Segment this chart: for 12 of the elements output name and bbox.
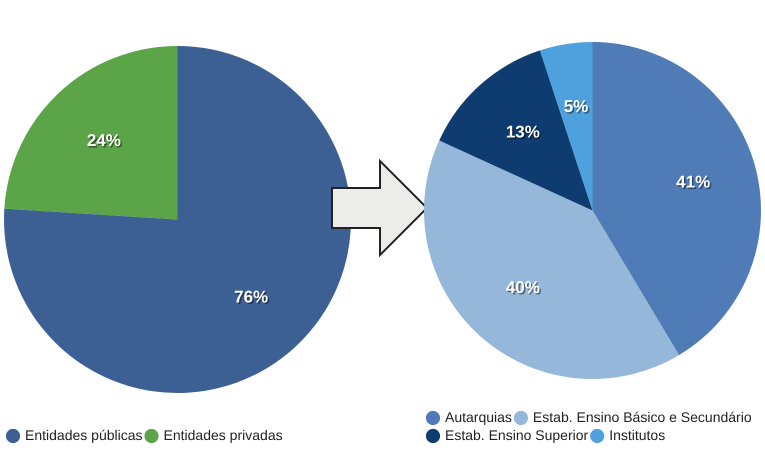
legend-label: Estab. Ensino Superior [445, 426, 589, 443]
legend-label: Entidades privadas [164, 426, 283, 443]
data-label: 5% [565, 98, 590, 118]
data-label: 41% [678, 174, 712, 193]
data-label: 76% [236, 289, 270, 308]
data-label: 13% [507, 124, 542, 143]
legend-label: Institutos [609, 426, 666, 443]
data-label: 24% [88, 132, 122, 152]
legend-label: Autarquias [445, 408, 512, 425]
legend-label: Estab. Ensino Básico e Secundário [532, 408, 752, 425]
data-label: 40% [507, 280, 542, 299]
legend-label: Entidades públicas [25, 426, 143, 443]
